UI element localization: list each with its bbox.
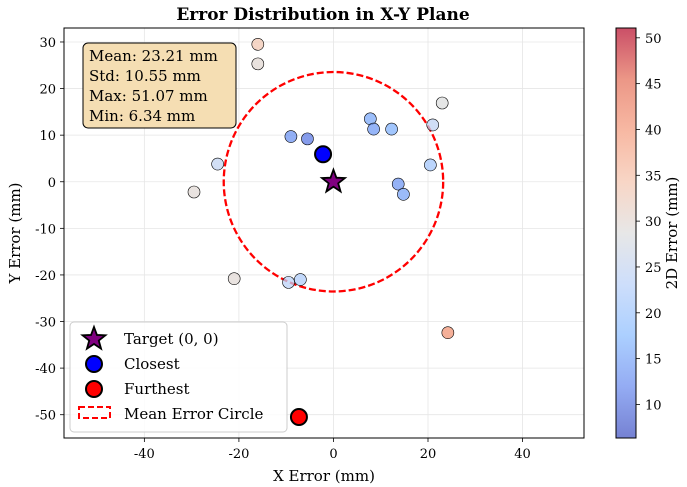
error-point	[251, 57, 265, 71]
y-axis-label: Y Error (mm)	[6, 182, 24, 284]
y-tick-label: -20	[35, 269, 56, 284]
stats-max: Max: 51.07 mm	[89, 87, 208, 105]
error-points	[187, 38, 455, 340]
colorbar-tick-label: 20	[645, 307, 662, 322]
y-tick-label: -40	[35, 362, 56, 377]
colorbar-tick-label: 10	[645, 398, 662, 413]
colorbar-tick-label: 30	[645, 215, 662, 230]
furthest-point-marker	[289, 408, 308, 427]
legend-circle-label: Mean Error Circle	[124, 405, 264, 423]
colorbar-tick-label: 40	[645, 123, 662, 138]
x-tick-label: 0	[329, 447, 337, 462]
legend-furthest-label: Furthest	[124, 380, 190, 398]
legend-closest-label: Closest	[124, 355, 180, 373]
colorbar-tick-label: 15	[645, 353, 662, 368]
x-tick-label: 20	[420, 447, 437, 462]
colorbar: 10 15 20 25 30 35 40 45 50 2D Error (mm)	[615, 27, 681, 439]
mean-error-circle	[222, 70, 445, 293]
error-point	[385, 122, 398, 136]
y-tick-label: -50	[35, 409, 56, 424]
error-point	[227, 272, 241, 285]
x-axis-label: X Error (mm)	[273, 467, 375, 485]
colorbar-label: 2D Error (mm)	[663, 177, 681, 290]
error-point	[301, 132, 314, 146]
chart-title: Error Distribution in X-Y Plane	[176, 5, 469, 25]
plot-frame	[63, 27, 585, 439]
legend-furthest-icon	[85, 380, 103, 398]
legend-closest-icon	[85, 355, 103, 373]
y-tick-label: 10	[39, 129, 56, 144]
closest-point-marker	[314, 145, 333, 164]
y-tick-label: -10	[35, 222, 56, 237]
error-point	[424, 158, 437, 172]
y-tick-label: 30	[39, 36, 56, 51]
legend-circle-icon	[78, 406, 111, 419]
legend: Target (0, 0) Closest Furthest Mean Erro…	[69, 321, 288, 433]
x-tick-label: -40	[134, 447, 155, 462]
y-tick-label: -30	[35, 316, 56, 331]
colorbar-scale	[615, 27, 637, 439]
error-point	[251, 38, 265, 51]
error-point	[397, 188, 410, 201]
colorbar-tick-label: 45	[645, 78, 662, 93]
error-point	[284, 130, 298, 143]
colorbar-tick-label: 50	[645, 32, 662, 47]
colorbar-ticks: 10 15 20 25 30 35 40 45 50	[636, 32, 662, 413]
stats-std: Std: 10.55 mm	[89, 67, 201, 85]
colorbar-tick-label: 35	[645, 169, 662, 184]
error-point	[294, 273, 307, 286]
error-point	[435, 96, 449, 110]
error-point	[211, 157, 224, 171]
stats-box: Mean: 23.21 mm Std: 10.55 mm Max: 51.07 …	[82, 42, 237, 129]
error-point	[187, 185, 201, 199]
legend-target-icon	[80, 324, 108, 351]
stats-min: Min: 6.34 mm	[89, 107, 195, 125]
x-tick-label: -20	[228, 447, 249, 462]
error-point	[426, 118, 440, 132]
x-tick-label: 40	[514, 447, 531, 462]
error-point	[282, 276, 295, 289]
error-point	[367, 122, 380, 136]
target-star-marker	[319, 167, 348, 194]
y-tick-label: 20	[39, 83, 56, 98]
axis-ticks: -40 -20 0 20 40 -50 -40 -30 -20 -10 0 10 20 30	[35, 36, 531, 462]
colorbar-tick-label: 25	[645, 261, 662, 276]
error-point	[391, 177, 405, 191]
error-point	[441, 326, 455, 340]
y-tick-label: 0	[48, 176, 56, 191]
legend-target-label: Target (0, 0)	[124, 330, 219, 348]
stats-mean: Mean: 23.21 mm	[89, 47, 218, 65]
